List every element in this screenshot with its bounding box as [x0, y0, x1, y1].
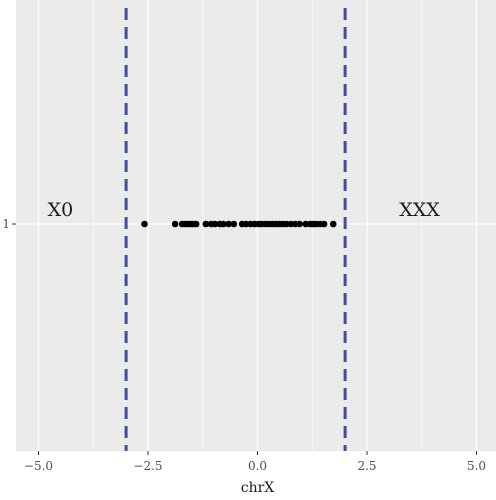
threshold-lines: [124, 8, 347, 451]
data-point: [220, 220, 227, 228]
data-point: [230, 220, 238, 228]
x-tick-label: −5.0: [24, 459, 53, 473]
data-point: [320, 220, 328, 228]
x-tick-label: 2.5: [357, 459, 376, 473]
x-tick-label: −2.5: [133, 459, 162, 473]
x-tick-label: 0.0: [248, 459, 267, 473]
data-point: [171, 220, 179, 228]
data-point: [202, 220, 210, 228]
data-point: [211, 220, 219, 228]
x-axis: −5.0 −2.5 0.0 2.5 5.0: [24, 451, 486, 473]
y-axis: 1: [2, 217, 16, 231]
annotation-label: X0: [48, 199, 74, 221]
annotations: X0 XXX: [48, 199, 441, 221]
annotation-label: XXX: [399, 199, 440, 221]
x-axis-title: chrX: [241, 480, 275, 496]
x-tick-label: 5.0: [467, 459, 486, 473]
data-point: [225, 220, 232, 228]
data-point: [296, 220, 303, 228]
data-points: [141, 220, 337, 228]
data-point: [141, 220, 148, 228]
data-point: [329, 220, 337, 228]
data-point: [192, 220, 200, 228]
y-tick-label: 1: [2, 217, 10, 231]
